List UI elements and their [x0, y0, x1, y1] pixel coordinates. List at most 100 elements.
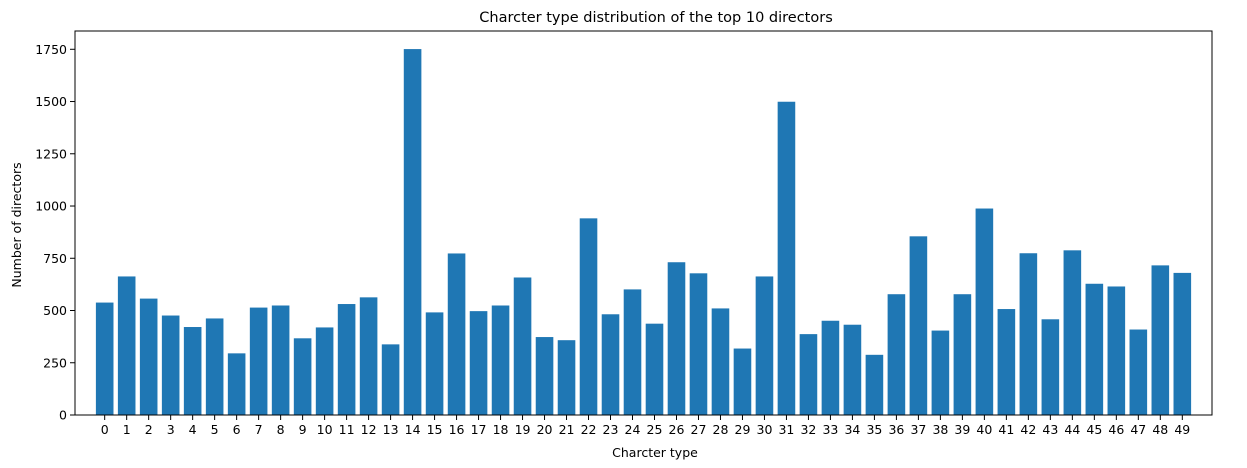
- bar-5: [205, 318, 224, 415]
- x-tick-label: 26: [669, 422, 685, 437]
- x-tick-label: 22: [581, 422, 597, 437]
- bar-44: [1063, 250, 1082, 415]
- x-tick-label: 31: [778, 422, 794, 437]
- bar-48: [1151, 265, 1170, 415]
- y-tick-label: 0: [59, 408, 67, 423]
- x-tick-label: 44: [1064, 422, 1080, 437]
- bar-13: [381, 344, 400, 415]
- bar-18: [491, 305, 510, 415]
- x-tick-label: 15: [427, 422, 443, 437]
- bar-23: [601, 314, 620, 415]
- x-tick-label: 7: [255, 422, 263, 437]
- bar-9: [293, 338, 312, 415]
- bar-37: [909, 236, 928, 415]
- x-tick-label: 24: [625, 422, 641, 437]
- bar-20: [535, 337, 554, 415]
- bar-14: [403, 49, 422, 416]
- x-tick-label: 43: [1042, 422, 1058, 437]
- x-tick-label: 9: [299, 422, 307, 437]
- bar-25: [645, 323, 664, 415]
- bar-30: [755, 276, 774, 415]
- x-tick-label: 19: [515, 422, 531, 437]
- x-tick-label: 29: [735, 422, 751, 437]
- bar-0: [95, 302, 114, 415]
- x-tick-label: 35: [866, 422, 882, 437]
- bar-7: [249, 307, 268, 415]
- bar-4: [183, 327, 202, 415]
- bar-12: [359, 297, 378, 415]
- x-tick-label: 18: [493, 422, 509, 437]
- bar-10: [315, 327, 334, 415]
- x-tick-label: 1: [123, 422, 131, 437]
- x-tick-label: 10: [317, 422, 333, 437]
- x-tick-label: 30: [757, 422, 773, 437]
- x-tick-label: 47: [1130, 422, 1146, 437]
- x-tick-label: 49: [1174, 422, 1190, 437]
- x-tick-label: 37: [910, 422, 926, 437]
- bar-38: [931, 330, 950, 415]
- y-tick-label: 1250: [35, 146, 67, 161]
- x-axis-label: Charcter type: [612, 445, 698, 460]
- bar-24: [623, 289, 642, 415]
- x-tick-label: 41: [998, 422, 1014, 437]
- x-tick-label: 11: [339, 422, 355, 437]
- bar-49: [1173, 272, 1192, 415]
- x-tick-label: 46: [1108, 422, 1124, 437]
- x-tick-label: 27: [691, 422, 707, 437]
- bar-46: [1107, 286, 1126, 415]
- bar-47: [1129, 329, 1148, 415]
- bar-33: [821, 320, 840, 415]
- y-tick-label: 1000: [35, 199, 67, 214]
- x-tick-label: 16: [449, 422, 465, 437]
- y-tick-label: 250: [43, 355, 67, 370]
- bar-36: [887, 294, 906, 415]
- x-tick-label: 14: [405, 422, 421, 437]
- bar-31: [777, 101, 796, 415]
- bar-21: [557, 340, 576, 415]
- x-tick-label: 3: [167, 422, 175, 437]
- x-tick-label: 12: [361, 422, 377, 437]
- x-tick-label: 21: [559, 422, 575, 437]
- x-tick-label: 23: [603, 422, 619, 437]
- x-tick-label: 45: [1086, 422, 1102, 437]
- bar-8: [271, 305, 290, 415]
- bar-43: [1041, 319, 1060, 415]
- bar-28: [711, 308, 730, 415]
- chart-title: Charcter type distribution of the top 10…: [479, 10, 833, 26]
- bar-3: [161, 315, 180, 415]
- x-tick-label: 36: [888, 422, 904, 437]
- bar-19: [513, 277, 532, 415]
- y-axis-label: Number of directors: [9, 162, 24, 287]
- bar-26: [667, 262, 686, 415]
- x-tick-label: 28: [713, 422, 729, 437]
- bar-27: [689, 273, 708, 415]
- bar-42: [1019, 253, 1038, 415]
- bar-17: [469, 311, 488, 415]
- y-axis: 0 250 500 750 1000 1250 1500 1750: [35, 42, 75, 423]
- bar-34: [843, 324, 862, 415]
- x-tick-label: 4: [189, 422, 197, 437]
- x-tick-label: 34: [844, 422, 860, 437]
- bar-22: [579, 218, 598, 415]
- bar-32: [799, 334, 818, 415]
- x-tick-label: 20: [537, 422, 553, 437]
- x-tick-label: 17: [471, 422, 487, 437]
- bar-35: [865, 354, 884, 415]
- bar-29: [733, 348, 752, 415]
- bar-6: [227, 353, 246, 415]
- bar-15: [425, 312, 444, 415]
- x-tick-label: 2: [145, 422, 153, 437]
- y-tick-label: 750: [43, 251, 67, 266]
- x-tick-label: 0: [101, 422, 109, 437]
- x-tick-label: 6: [233, 422, 241, 437]
- bar-40: [975, 208, 994, 415]
- x-tick-label: 25: [647, 422, 663, 437]
- bar-2: [139, 298, 158, 415]
- x-tick-label: 38: [932, 422, 948, 437]
- x-tick-label: 39: [954, 422, 970, 437]
- bar-16: [447, 253, 466, 415]
- x-tick-label: 48: [1152, 422, 1168, 437]
- x-tick-label: 8: [277, 422, 285, 437]
- bar-39: [953, 294, 972, 415]
